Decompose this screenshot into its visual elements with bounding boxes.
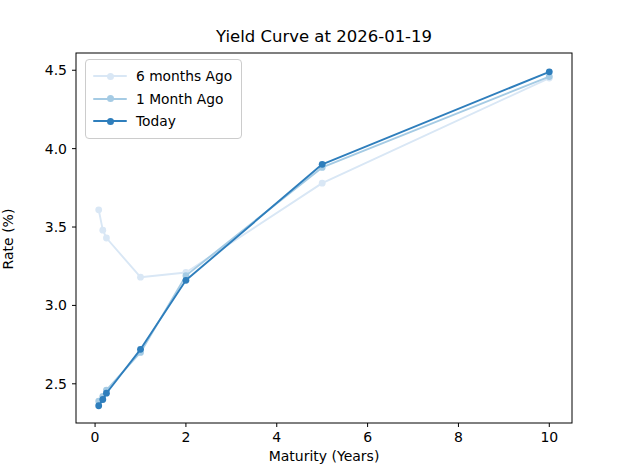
data-point-today: [103, 390, 110, 397]
y-tick-label: 4.0: [45, 141, 67, 157]
data-point-today: [137, 346, 144, 353]
y-axis-label: Rate (%): [0, 179, 16, 299]
x-tick-label: 0: [91, 429, 100, 445]
figure: 0 2 4 6 8 10 2.5 3.0 3.5 4.0 4.5 Yield Curve at 20…: [0, 0, 620, 473]
legend-item: Today: [93, 110, 232, 133]
legend-label: Today: [136, 113, 176, 129]
data-point-6-months-ago: [319, 180, 326, 187]
chart-title: Yield Curve at 2026-01-19: [76, 27, 572, 46]
y-tick-label: 3.5: [45, 219, 67, 235]
data-point-today: [99, 396, 106, 403]
legend-line-marker-icon: [93, 117, 127, 126]
legend-line-marker-icon: [93, 94, 127, 103]
data-point-today: [319, 161, 326, 168]
x-tick-label: 10: [540, 429, 558, 445]
legend-item: 6 months Ago: [93, 65, 232, 88]
x-axis-label: Maturity (Years): [76, 448, 572, 464]
data-point-6-months-ago: [99, 227, 106, 234]
y-tick-label: 2.5: [45, 376, 67, 392]
data-point-today: [546, 68, 553, 75]
data-point-today: [183, 277, 190, 284]
data-point-6-months-ago: [103, 235, 110, 242]
x-tick-label: 8: [454, 429, 463, 445]
legend-label: 1 Month Ago: [136, 91, 223, 107]
legend-label: 6 months Ago: [136, 68, 232, 84]
x-tick-label: 6: [363, 429, 372, 445]
y-tick-label: 4.5: [45, 62, 67, 78]
data-point-6-months-ago: [137, 274, 144, 281]
legend-line-marker-icon: [93, 72, 127, 81]
data-point-6-months-ago: [95, 206, 102, 213]
y-tick-label: 3.0: [45, 297, 67, 313]
data-point-today: [95, 402, 102, 409]
legend: 6 months Ago 1 Month Ago Today: [85, 59, 242, 139]
legend-item: 1 Month Ago: [93, 88, 232, 111]
x-tick-label: 2: [181, 429, 190, 445]
x-tick-label: 4: [272, 429, 281, 445]
